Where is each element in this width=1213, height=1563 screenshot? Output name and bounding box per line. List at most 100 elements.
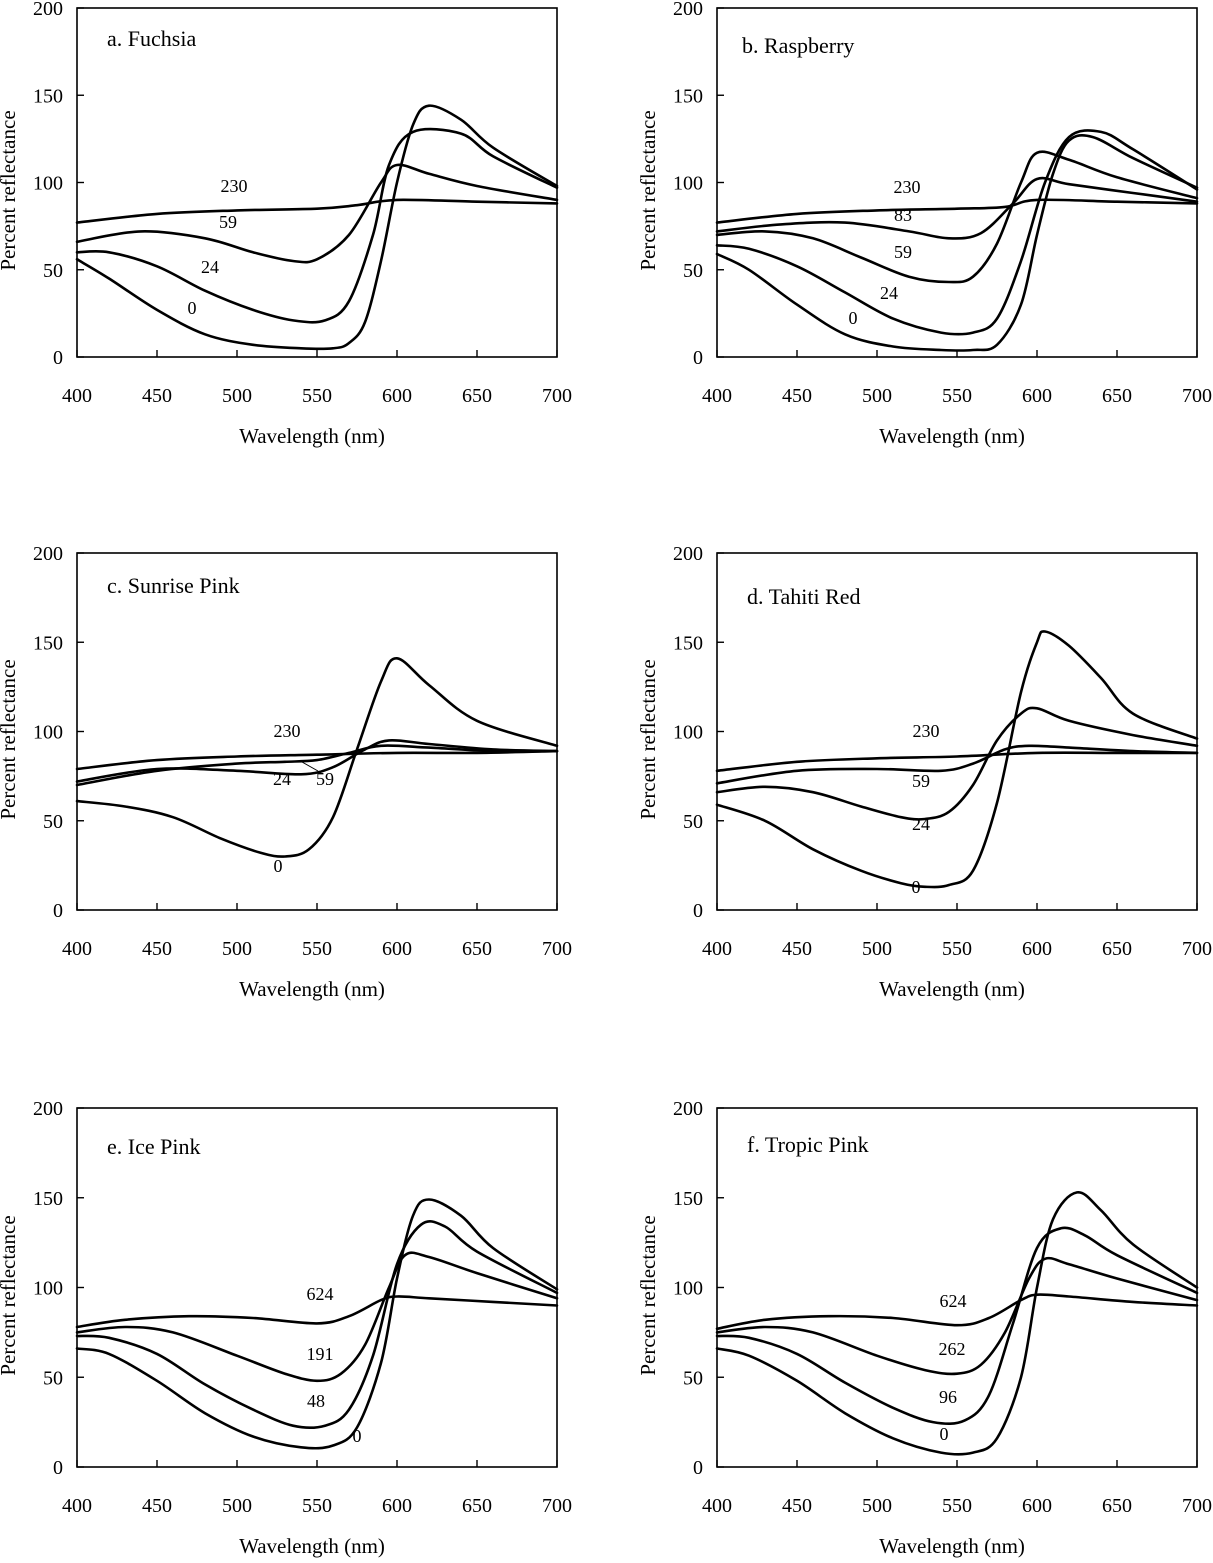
series-line-24	[715, 706, 1199, 821]
x-tick-label: 600	[1022, 385, 1052, 407]
y-tick-label: 0	[693, 1457, 703, 1479]
x-tick-label: 650	[1102, 938, 1132, 960]
series-line-48	[75, 1220, 559, 1430]
panel-1: 400 450 500 550 600 650 700 0 50 100 150 200 Wavelen…	[0, 0, 572, 448]
series-line-83	[715, 176, 1199, 240]
curve-label-262: 262	[939, 1339, 966, 1359]
series-line-96	[715, 1226, 1199, 1425]
x-tick-label: 550	[942, 938, 972, 960]
panel-title: f. Tropic Pink	[747, 1132, 869, 1157]
x-tick-label: 650	[1102, 1495, 1132, 1517]
curve-label-24: 24	[273, 769, 291, 789]
curve-label-0: 0	[940, 1424, 949, 1444]
x-tick-label: 400	[62, 385, 92, 407]
y-tick-label: 100	[673, 173, 703, 195]
y-axis-label: Percent reflectance	[0, 110, 20, 270]
y-tick-label: 150	[33, 85, 63, 107]
x-tick-label: 600	[1022, 938, 1052, 960]
y-tick-label: 0	[693, 900, 703, 922]
series-line-0	[75, 1198, 559, 1450]
series-line-0	[715, 134, 1199, 352]
series-line-262	[715, 1256, 1199, 1376]
y-tick-label: 100	[33, 173, 63, 195]
y-tick-label: 50	[683, 1367, 703, 1389]
x-tick-label: 500	[222, 385, 252, 407]
series-line-230	[75, 749, 559, 771]
y-axis-label: Percent reflectance	[636, 659, 660, 819]
plot-frame	[716, 7, 1198, 358]
curve-label-0: 0	[849, 308, 858, 328]
curve-label-230: 230	[221, 176, 248, 196]
series-line-230	[715, 751, 1199, 773]
plot-frame	[76, 552, 558, 911]
panel-title: a. Fuchsia	[107, 26, 196, 51]
curve-label-230: 230	[913, 721, 940, 741]
x-tick-label: 450	[782, 385, 812, 407]
x-tick-label: 500	[222, 1495, 252, 1517]
y-tick-label: 0	[53, 1457, 63, 1479]
y-tick-label: 200	[33, 1098, 63, 1120]
x-tick-label: 650	[462, 1495, 492, 1517]
x-axis-label: Wavelength (nm)	[879, 1534, 1025, 1558]
y-tick-label: 100	[673, 1278, 703, 1300]
x-tick-label: 500	[862, 385, 892, 407]
x-tick-label: 450	[142, 1495, 172, 1517]
x-axis-label: Wavelength (nm)	[239, 1534, 385, 1558]
x-tick-label: 700	[542, 1495, 572, 1517]
panel-title: c. Sunrise Pink	[107, 573, 240, 598]
curve-label-0: 0	[353, 1426, 362, 1446]
series-line-59	[715, 150, 1199, 284]
y-axis-label: Percent reflectance	[0, 659, 20, 819]
x-tick-label: 400	[702, 385, 732, 407]
x-tick-label: 550	[302, 385, 332, 407]
y-tick-label: 200	[33, 543, 63, 565]
curve-label-24: 24	[201, 257, 219, 277]
x-tick-label: 600	[382, 385, 412, 407]
x-tick-label: 450	[142, 938, 172, 960]
y-tick-label: 100	[33, 1278, 63, 1300]
curve-label-0: 0	[188, 298, 197, 318]
y-tick-label: 150	[673, 632, 703, 654]
panel-3: 400 450 500 550 600 650 700 0 50 100 150 200 Wavelen…	[0, 543, 572, 1001]
x-tick-label: 450	[782, 1495, 812, 1517]
series-line-24	[75, 127, 559, 324]
curve-label-24: 24	[880, 283, 898, 303]
y-tick-label: 200	[673, 1098, 703, 1120]
series-line-0	[715, 630, 1199, 889]
panel-6: 400 450 500 550 600 650 700 0 50 100 150 200 Wavelen…	[636, 1098, 1212, 1558]
curve-label-59: 59	[219, 212, 237, 232]
curve-label-0: 0	[274, 856, 283, 876]
x-tick-label: 650	[1102, 385, 1132, 407]
x-tick-label: 450	[782, 938, 812, 960]
y-tick-label: 50	[683, 811, 703, 833]
x-tick-label: 600	[382, 1495, 412, 1517]
curve-label-83: 83	[894, 205, 912, 225]
label-leader-line	[301, 761, 319, 772]
x-tick-label: 700	[1182, 385, 1212, 407]
y-axis-label: Percent reflectance	[636, 110, 660, 270]
x-tick-label: 500	[222, 938, 252, 960]
series-line-0	[715, 1191, 1199, 1456]
x-tick-label: 500	[862, 1495, 892, 1517]
x-tick-label: 400	[62, 1495, 92, 1517]
x-tick-label: 550	[302, 938, 332, 960]
y-tick-label: 0	[693, 347, 703, 369]
panel-4: 400 450 500 550 600 650 700 0 50 100 150 200 Wavelen…	[636, 543, 1212, 1001]
series-line-230	[75, 198, 559, 224]
x-tick-label: 650	[462, 385, 492, 407]
panel-title: b. Raspberry	[742, 33, 854, 58]
series-line-59	[715, 744, 1199, 785]
y-tick-label: 50	[43, 811, 63, 833]
x-tick-label: 450	[142, 385, 172, 407]
x-tick-label: 600	[1022, 1495, 1052, 1517]
y-tick-label: 0	[53, 900, 63, 922]
x-tick-label: 550	[942, 1495, 972, 1517]
y-tick-label: 150	[33, 1188, 63, 1210]
curve-label-624: 624	[307, 1284, 334, 1304]
series-line-191	[75, 1251, 559, 1383]
x-tick-label: 650	[462, 938, 492, 960]
y-tick-label: 200	[33, 0, 63, 20]
panel-2: 400 450 500 550 600 650 700 0 50 100 150 200 Wavelen…	[636, 0, 1212, 448]
y-tick-label: 0	[53, 347, 63, 369]
